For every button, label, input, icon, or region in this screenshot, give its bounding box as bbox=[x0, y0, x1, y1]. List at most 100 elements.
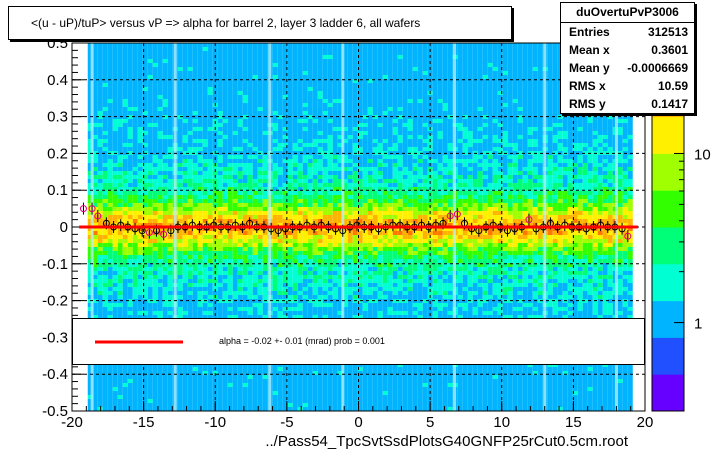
heatmap-cell bbox=[107, 143, 113, 147]
heatmap-cell bbox=[337, 407, 343, 411]
heatmap-cell bbox=[142, 407, 148, 411]
heatmap-cell bbox=[262, 187, 268, 191]
heatmap-cell bbox=[127, 275, 133, 279]
heatmap-cell bbox=[122, 67, 128, 71]
heatmap-cell bbox=[227, 59, 233, 63]
heatmap-cell bbox=[102, 123, 108, 127]
heatmap-cell bbox=[162, 183, 168, 187]
heatmap-cell bbox=[107, 67, 113, 71]
heatmap-cell bbox=[102, 195, 108, 199]
heatmap-cell bbox=[122, 239, 128, 243]
heatmap-cell bbox=[347, 251, 353, 255]
heatmap-cell bbox=[197, 227, 203, 231]
heatmap-cell bbox=[217, 187, 223, 191]
heatmap-cell bbox=[272, 255, 278, 259]
heatmap-cell bbox=[162, 227, 168, 231]
heatmap-cell bbox=[287, 127, 293, 131]
heatmap-cell bbox=[107, 135, 113, 139]
heatmap-cell bbox=[202, 183, 208, 187]
heatmap-cell bbox=[257, 295, 263, 299]
heatmap-cell bbox=[162, 147, 168, 151]
heatmap-cell bbox=[232, 203, 238, 207]
heatmap-cell bbox=[342, 143, 348, 147]
heatmap-cell bbox=[182, 111, 188, 115]
heatmap-cell bbox=[302, 87, 308, 91]
heatmap-cell bbox=[182, 251, 188, 255]
heatmap-cell bbox=[177, 383, 183, 387]
heatmap-cell bbox=[232, 103, 238, 107]
heatmap-cell bbox=[177, 159, 183, 163]
heatmap-cell bbox=[287, 51, 293, 55]
heatmap-cell bbox=[97, 103, 103, 107]
heatmap-cell bbox=[257, 135, 263, 139]
heatmap-cell bbox=[162, 251, 168, 255]
heatmap-cell bbox=[87, 59, 93, 63]
heatmap-cell bbox=[222, 187, 228, 191]
heatmap-cell bbox=[152, 379, 158, 383]
heatmap-cell bbox=[112, 163, 118, 167]
heatmap-cell bbox=[207, 135, 213, 139]
heatmap-cell bbox=[162, 103, 168, 107]
heatmap-cell bbox=[157, 139, 163, 143]
heatmap-cell bbox=[152, 207, 158, 211]
heatmap-cell bbox=[112, 203, 118, 207]
heatmap-cell bbox=[177, 231, 183, 235]
heatmap-cell bbox=[102, 59, 108, 63]
heatmap-cell bbox=[137, 71, 143, 75]
heatmap-cell bbox=[187, 71, 193, 75]
heatmap-cell bbox=[92, 263, 98, 267]
heatmap-cell bbox=[152, 87, 158, 91]
heatmap-cell bbox=[157, 83, 163, 87]
heatmap-cell bbox=[337, 103, 343, 107]
heatmap-cell bbox=[202, 307, 208, 311]
heatmap-cell bbox=[287, 179, 293, 183]
heatmap-cell bbox=[307, 279, 313, 283]
heatmap-cell bbox=[187, 303, 193, 307]
heatmap-cell bbox=[272, 171, 278, 175]
heatmap-cell bbox=[122, 71, 128, 75]
heatmap-cell bbox=[247, 291, 253, 295]
heatmap-cell bbox=[252, 167, 258, 171]
heatmap-cell bbox=[132, 55, 138, 59]
heatmap-cell bbox=[222, 135, 228, 139]
heatmap-cell bbox=[287, 255, 293, 259]
heatmap-cell bbox=[182, 143, 188, 147]
heatmap-cell bbox=[347, 215, 353, 219]
heatmap-cell bbox=[157, 175, 163, 179]
heatmap-cell bbox=[292, 123, 298, 127]
heatmap-cell bbox=[297, 243, 303, 247]
heatmap-cell bbox=[92, 295, 98, 299]
heatmap-cell bbox=[137, 311, 143, 315]
heatmap-cell bbox=[307, 239, 313, 243]
heatmap-cell bbox=[147, 147, 153, 151]
heatmap-cell bbox=[167, 303, 173, 307]
heatmap-cell bbox=[227, 303, 233, 307]
heatmap-cell bbox=[232, 87, 238, 91]
heatmap-cell bbox=[157, 67, 163, 71]
heatmap-cell bbox=[287, 135, 293, 139]
heatmap-cell bbox=[92, 91, 98, 95]
heatmap-cell bbox=[142, 71, 148, 75]
heatmap-cell bbox=[87, 123, 93, 127]
heatmap-cell bbox=[162, 203, 168, 207]
heatmap-cell bbox=[117, 367, 123, 371]
heatmap-cell bbox=[97, 259, 103, 263]
heatmap-cell bbox=[297, 279, 303, 283]
heatmap-cell bbox=[232, 371, 238, 375]
heatmap-cell bbox=[307, 199, 313, 203]
heatmap-cell bbox=[232, 283, 238, 287]
heatmap-cell bbox=[92, 379, 98, 383]
heatmap-cell bbox=[127, 95, 133, 99]
heatmap-cell bbox=[107, 283, 113, 287]
heatmap-cell bbox=[217, 307, 223, 311]
heatmap-cell bbox=[107, 111, 113, 115]
heatmap-cell bbox=[277, 407, 283, 411]
heatmap-cell bbox=[92, 259, 98, 263]
heatmap-cell bbox=[182, 375, 188, 379]
heatmap-cell bbox=[132, 283, 138, 287]
heatmap-cell bbox=[217, 299, 223, 303]
heatmap-cell bbox=[207, 271, 213, 275]
heatmap-cell bbox=[307, 275, 313, 279]
heatmap-cell bbox=[252, 383, 258, 387]
heatmap-cell bbox=[97, 95, 103, 99]
